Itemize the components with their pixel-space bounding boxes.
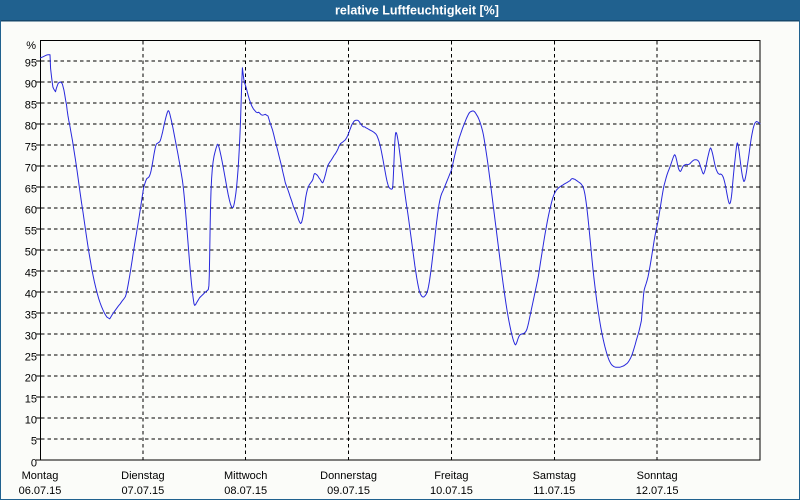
svg-text:95: 95 — [25, 58, 37, 70]
svg-text:60: 60 — [25, 205, 37, 217]
svg-text:10.07.15: 10.07.15 — [430, 485, 473, 497]
svg-text:%: % — [26, 40, 36, 52]
svg-text:07.07.15: 07.07.15 — [121, 485, 164, 497]
svg-text:75: 75 — [25, 142, 37, 154]
svg-text:0: 0 — [31, 458, 37, 470]
svg-text:35: 35 — [25, 310, 37, 322]
svg-text:50: 50 — [25, 247, 37, 259]
svg-text:12.07.15: 12.07.15 — [636, 485, 679, 497]
svg-text:Donnerstag: Donnerstag — [320, 470, 377, 482]
svg-text:Freitag: Freitag — [434, 470, 468, 482]
svg-text:08.07.15: 08.07.15 — [224, 485, 267, 497]
svg-text:10: 10 — [25, 415, 37, 427]
svg-text:25: 25 — [25, 352, 37, 364]
svg-text:Mittwoch: Mittwoch — [224, 470, 267, 482]
svg-text:85: 85 — [25, 100, 37, 112]
svg-text:relative Luftfeuchtigkeit [%]: relative Luftfeuchtigkeit [%] — [335, 4, 499, 18]
svg-text:Samstag: Samstag — [533, 470, 576, 482]
svg-text:15: 15 — [25, 394, 37, 406]
svg-text:70: 70 — [25, 163, 37, 175]
svg-text:Dienstag: Dienstag — [121, 470, 164, 482]
svg-text:45: 45 — [25, 268, 37, 280]
svg-text:55: 55 — [25, 226, 37, 238]
svg-text:20: 20 — [25, 373, 37, 385]
svg-text:Sonntag: Sonntag — [637, 470, 678, 482]
svg-text:11.07.15: 11.07.15 — [533, 485, 575, 497]
svg-text:65: 65 — [25, 184, 37, 196]
svg-text:30: 30 — [25, 331, 37, 343]
svg-text:Montag: Montag — [22, 470, 59, 482]
svg-text:40: 40 — [25, 289, 37, 301]
svg-text:90: 90 — [25, 79, 37, 91]
svg-text:5: 5 — [31, 436, 37, 448]
svg-text:09.07.15: 09.07.15 — [327, 485, 370, 497]
svg-text:80: 80 — [25, 121, 37, 133]
svg-text:06.07.15: 06.07.15 — [19, 485, 62, 497]
